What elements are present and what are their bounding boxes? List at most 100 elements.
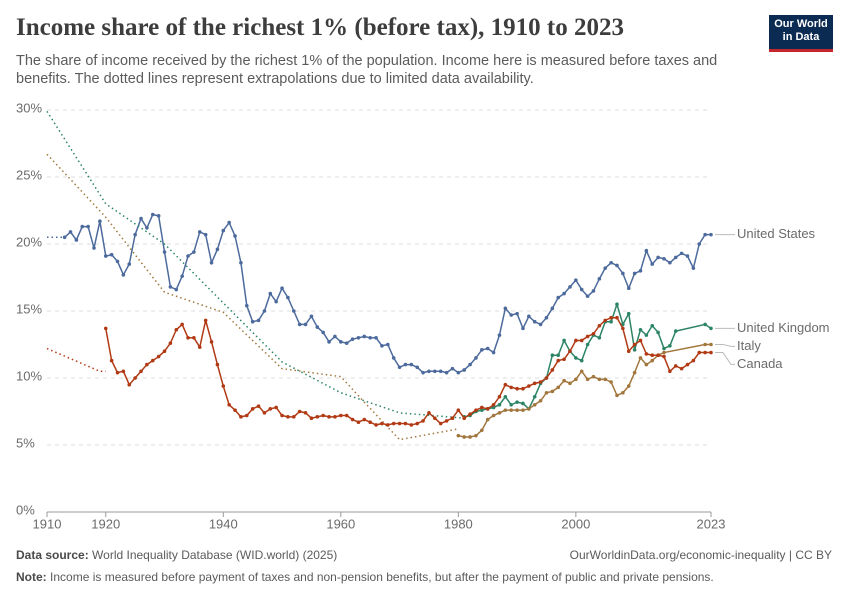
note-text: Income is measured before payment of tax… [50, 570, 714, 584]
point [538, 322, 543, 327]
point [509, 408, 514, 412]
point [644, 362, 649, 367]
point [556, 353, 561, 358]
point [438, 369, 443, 374]
point [468, 412, 472, 416]
x-tick-label: 1940 [209, 516, 238, 531]
point [562, 378, 566, 383]
point [585, 334, 590, 339]
point [227, 403, 231, 407]
point [579, 358, 584, 363]
point [474, 433, 478, 438]
point [632, 342, 637, 347]
x-tick-label: 1980 [444, 516, 473, 531]
point [327, 340, 331, 344]
point [709, 342, 713, 347]
point [444, 370, 449, 375]
point [462, 435, 467, 439]
legend-label: United Kingdom [737, 320, 830, 335]
point [491, 403, 496, 407]
point [662, 350, 666, 355]
point [297, 409, 302, 414]
point [274, 299, 278, 304]
point [562, 291, 566, 296]
point [662, 346, 666, 351]
point [350, 337, 355, 341]
point [515, 311, 519, 316]
point [227, 220, 231, 225]
point [186, 254, 190, 258]
point [550, 368, 555, 372]
point [638, 338, 643, 343]
point [497, 333, 502, 337]
point [239, 260, 243, 265]
point [568, 381, 572, 386]
point [433, 416, 437, 421]
point [491, 413, 496, 418]
point [638, 269, 643, 273]
point [709, 350, 713, 355]
chart-title: Income share of the richest 1% (before t… [16, 14, 624, 41]
extrapolation-line [46, 347, 106, 373]
point [103, 254, 108, 258]
logo-line: Our World [774, 18, 828, 30]
y-tick-label: 10% [16, 368, 42, 383]
point [109, 252, 114, 257]
point [215, 247, 220, 252]
point [450, 366, 455, 371]
source-text: World Inequality Database (WID.world) (2… [92, 548, 338, 562]
point [515, 386, 519, 391]
point [386, 342, 390, 347]
point [709, 326, 713, 331]
logo[interactable]: Our World in Data [769, 15, 833, 52]
point [368, 336, 372, 340]
note-label: Note: [16, 570, 47, 584]
point [544, 390, 549, 395]
point [380, 344, 384, 348]
point [644, 333, 649, 337]
point [503, 408, 508, 412]
point [150, 358, 155, 363]
point [538, 380, 543, 384]
point [497, 403, 502, 407]
point [321, 413, 325, 418]
x-tick-label: 2023 [697, 516, 726, 531]
point [615, 263, 619, 268]
point [221, 228, 226, 233]
extrapolation-line [46, 110, 465, 419]
point [491, 405, 496, 410]
point [115, 259, 120, 264]
point [597, 323, 602, 328]
point [709, 232, 713, 237]
point [556, 295, 561, 300]
point [503, 382, 508, 387]
point [309, 314, 314, 319]
point [609, 315, 613, 320]
point [344, 413, 349, 418]
point [691, 358, 696, 363]
point [456, 433, 461, 438]
point [315, 325, 320, 329]
point [632, 271, 637, 276]
point [697, 242, 702, 246]
url[interactable]: OurWorldinData.org/economic-inequality |… [569, 548, 832, 562]
legend-label: United States [737, 226, 816, 241]
point [509, 403, 514, 407]
x-tick-label: 2000 [561, 516, 590, 531]
point [621, 326, 625, 331]
point [115, 370, 120, 375]
point [309, 416, 314, 421]
point [303, 322, 308, 327]
point [585, 377, 590, 382]
point [103, 326, 108, 331]
point [415, 365, 419, 370]
point [474, 408, 478, 412]
point [374, 423, 378, 427]
point [527, 384, 531, 388]
point [268, 407, 273, 411]
point [550, 353, 555, 358]
point [203, 232, 208, 237]
point [597, 277, 602, 281]
point [327, 415, 331, 419]
point [615, 315, 619, 320]
